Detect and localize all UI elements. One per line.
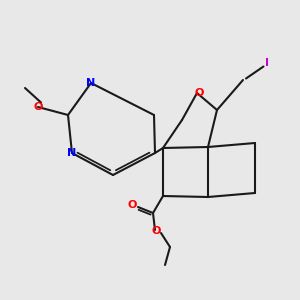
- Text: O: O: [33, 102, 43, 112]
- Text: O: O: [194, 88, 203, 98]
- Text: N: N: [86, 78, 96, 88]
- Text: O: O: [128, 200, 137, 211]
- Text: N: N: [68, 148, 76, 158]
- Text: O: O: [152, 226, 161, 236]
- Text: I: I: [265, 58, 268, 68]
